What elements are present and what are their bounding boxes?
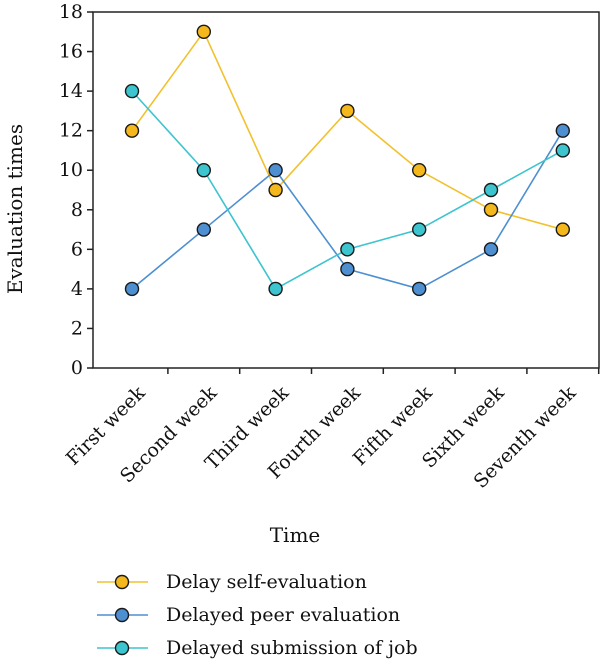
data-point — [555, 222, 570, 237]
series-line — [131, 30, 564, 231]
legend-marker — [114, 640, 130, 656]
y-tick-label: 10 — [59, 159, 83, 181]
data-point — [555, 143, 570, 158]
legend-label: Delay self-evaluation — [166, 571, 367, 593]
legend-entry: Delayed peer evaluation — [97, 604, 400, 626]
series-2 — [124, 123, 570, 297]
series-3 — [124, 83, 570, 297]
y-tick-label: 4 — [71, 278, 83, 300]
data-point — [412, 281, 427, 297]
data-point — [124, 123, 140, 138]
y-axis-ticks: 0 2 4 6 8 10 12 14 16 18 — [59, 1, 93, 379]
y-tick-label: 16 — [59, 41, 83, 63]
y-tick-label: 6 — [71, 238, 83, 260]
data-point — [483, 202, 499, 217]
legend-label: Delayed peer evaluation — [166, 604, 400, 626]
x-axis-title: Time — [270, 523, 321, 547]
legend-label: Delayed submission of job — [166, 637, 418, 659]
data-point — [196, 24, 212, 39]
data-point — [268, 281, 283, 297]
legend: Delay self-evaluation Delayed peer evalua… — [97, 571, 418, 659]
plot-frame — [92, 11, 600, 369]
y-tick-label: 18 — [59, 1, 83, 23]
data-point — [483, 242, 499, 257]
y-tick-label: 8 — [71, 199, 83, 221]
data-point — [412, 222, 427, 237]
data-point — [196, 222, 212, 237]
series-1 — [124, 24, 570, 237]
y-tick-label: 2 — [71, 317, 83, 339]
series-layer — [124, 24, 570, 297]
data-point — [483, 182, 499, 198]
data-point — [196, 163, 212, 178]
data-point — [555, 123, 570, 138]
data-point — [340, 103, 355, 119]
data-point — [340, 261, 355, 277]
data-point — [268, 182, 283, 198]
data-point — [412, 163, 427, 178]
legend-entry: Delayed submission of job — [97, 637, 418, 659]
axes — [92, 11, 600, 369]
data-point — [268, 163, 283, 178]
y-tick-label: 0 — [71, 357, 83, 379]
legend-entry: Delay self-evaluation — [97, 571, 367, 593]
data-point — [124, 281, 140, 297]
y-axis-title: Evaluation times — [3, 124, 27, 294]
y-tick-label: 12 — [59, 120, 83, 142]
data-point — [340, 242, 355, 257]
legend-marker — [114, 574, 130, 590]
data-point — [124, 83, 140, 99]
legend-marker — [114, 607, 130, 623]
y-tick-label: 14 — [59, 80, 83, 102]
